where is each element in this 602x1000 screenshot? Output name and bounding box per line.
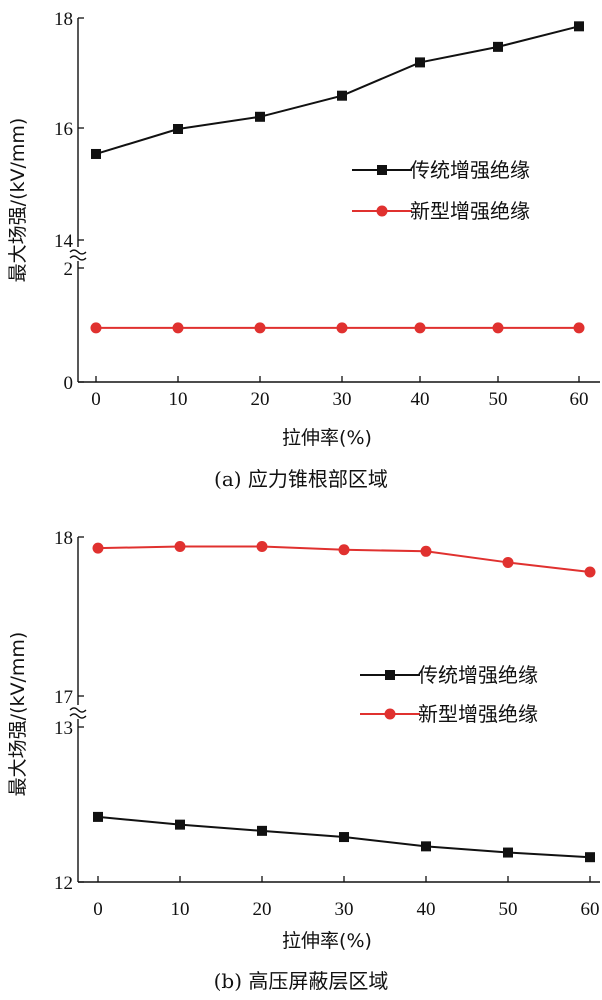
y-tick-label: 14 <box>54 231 74 252</box>
data-point-square <box>415 57 425 68</box>
x-tick-label: 0 <box>91 389 101 410</box>
axis-break-mark <box>69 707 87 713</box>
data-point-circle <box>420 545 432 557</box>
legend-label: 传统增强绝缘 <box>410 158 530 182</box>
data-point-circle <box>502 556 514 568</box>
y-tick-label: 16 <box>54 119 73 140</box>
legend-label: 新型增强绝缘 <box>418 702 538 726</box>
x-tick-label: 20 <box>253 899 272 920</box>
figure-caption: (b) 高压屏蔽层区域 <box>214 969 389 993</box>
legend-label: 传统增强绝缘 <box>418 663 538 687</box>
data-point-square <box>339 832 349 843</box>
data-point-circle <box>573 322 585 334</box>
axis-break-mark <box>69 255 87 261</box>
data-point-square <box>257 825 267 836</box>
series-line-0 <box>95 25 580 155</box>
data-point-circle <box>90 322 102 334</box>
x-tick-label: 60 <box>570 389 589 410</box>
legend-label: 新型增强绝缘 <box>410 199 530 223</box>
y-tick-label: 17 <box>54 687 73 708</box>
y-axis-title: 最大场强/(kV/mm) <box>7 118 29 283</box>
data-point-square <box>421 841 431 852</box>
chart-b: 12 13 17 18 0 10 20 30 40 50 60 拉伸率(%) 最大场强/(kV/mm) (… <box>7 528 600 993</box>
data-point-square <box>337 90 347 101</box>
data-point-circle <box>336 322 348 334</box>
data-point-square <box>93 811 103 822</box>
data-point-circle <box>338 544 350 556</box>
x-tick-label: 60 <box>581 899 600 920</box>
data-point-circle <box>172 322 184 334</box>
data-point-square <box>585 852 595 863</box>
y-tick-label: 18 <box>54 528 73 549</box>
data-point-circle <box>584 566 596 578</box>
data-point-square <box>493 41 503 52</box>
x-tick-label: 10 <box>169 389 188 410</box>
y-tick-label: 12 <box>54 873 73 894</box>
x-tick-label: 50 <box>489 389 508 410</box>
y-axis-title: 最大场强/(kV/mm) <box>7 632 29 797</box>
data-point-circle <box>254 322 266 334</box>
x-tick-label: 10 <box>171 899 190 920</box>
data-point-circle <box>414 322 426 334</box>
y-tick-label: 18 <box>54 9 73 30</box>
data-point-circle <box>92 542 104 554</box>
figure-caption: (a) 应力锥根部区域 <box>214 467 388 491</box>
y-tick-label: 13 <box>54 718 73 739</box>
data-point-square <box>173 124 183 134</box>
y-tick-label: 2 <box>64 259 74 280</box>
data-point-square <box>574 21 584 32</box>
x-tick-label: 30 <box>335 899 354 920</box>
data-point-square <box>175 819 185 830</box>
x-tick-label: 40 <box>411 389 430 410</box>
x-tick-label: 0 <box>93 899 103 920</box>
legend-marker-square <box>377 165 387 175</box>
x-axis-title: 拉伸率(%) <box>282 427 372 449</box>
data-point-square <box>255 111 265 122</box>
x-tick-label: 30 <box>333 389 352 410</box>
legend-marker-circle <box>384 708 396 720</box>
axis-break-mark <box>69 249 87 255</box>
x-tick-label: 20 <box>251 389 270 410</box>
data-point-circle <box>492 322 504 334</box>
axis-break-mark <box>69 713 87 719</box>
data-point-square <box>91 148 101 159</box>
data-point-circle <box>174 541 186 553</box>
data-point-square <box>503 847 513 858</box>
x-tick-label: 40 <box>417 899 436 920</box>
chart-a: 0 2 14 16 18 0 10 20 30 40 50 60 拉伸率(%) 最大场强/(kV/mm) (… <box>7 9 600 491</box>
data-point-circle <box>256 541 268 553</box>
y-tick-label: 0 <box>64 373 74 394</box>
x-axis-title: 拉伸率(%) <box>282 930 372 952</box>
legend-marker-circle <box>376 205 388 217</box>
legend-marker-square <box>385 670 395 680</box>
x-tick-label: 50 <box>499 899 518 920</box>
